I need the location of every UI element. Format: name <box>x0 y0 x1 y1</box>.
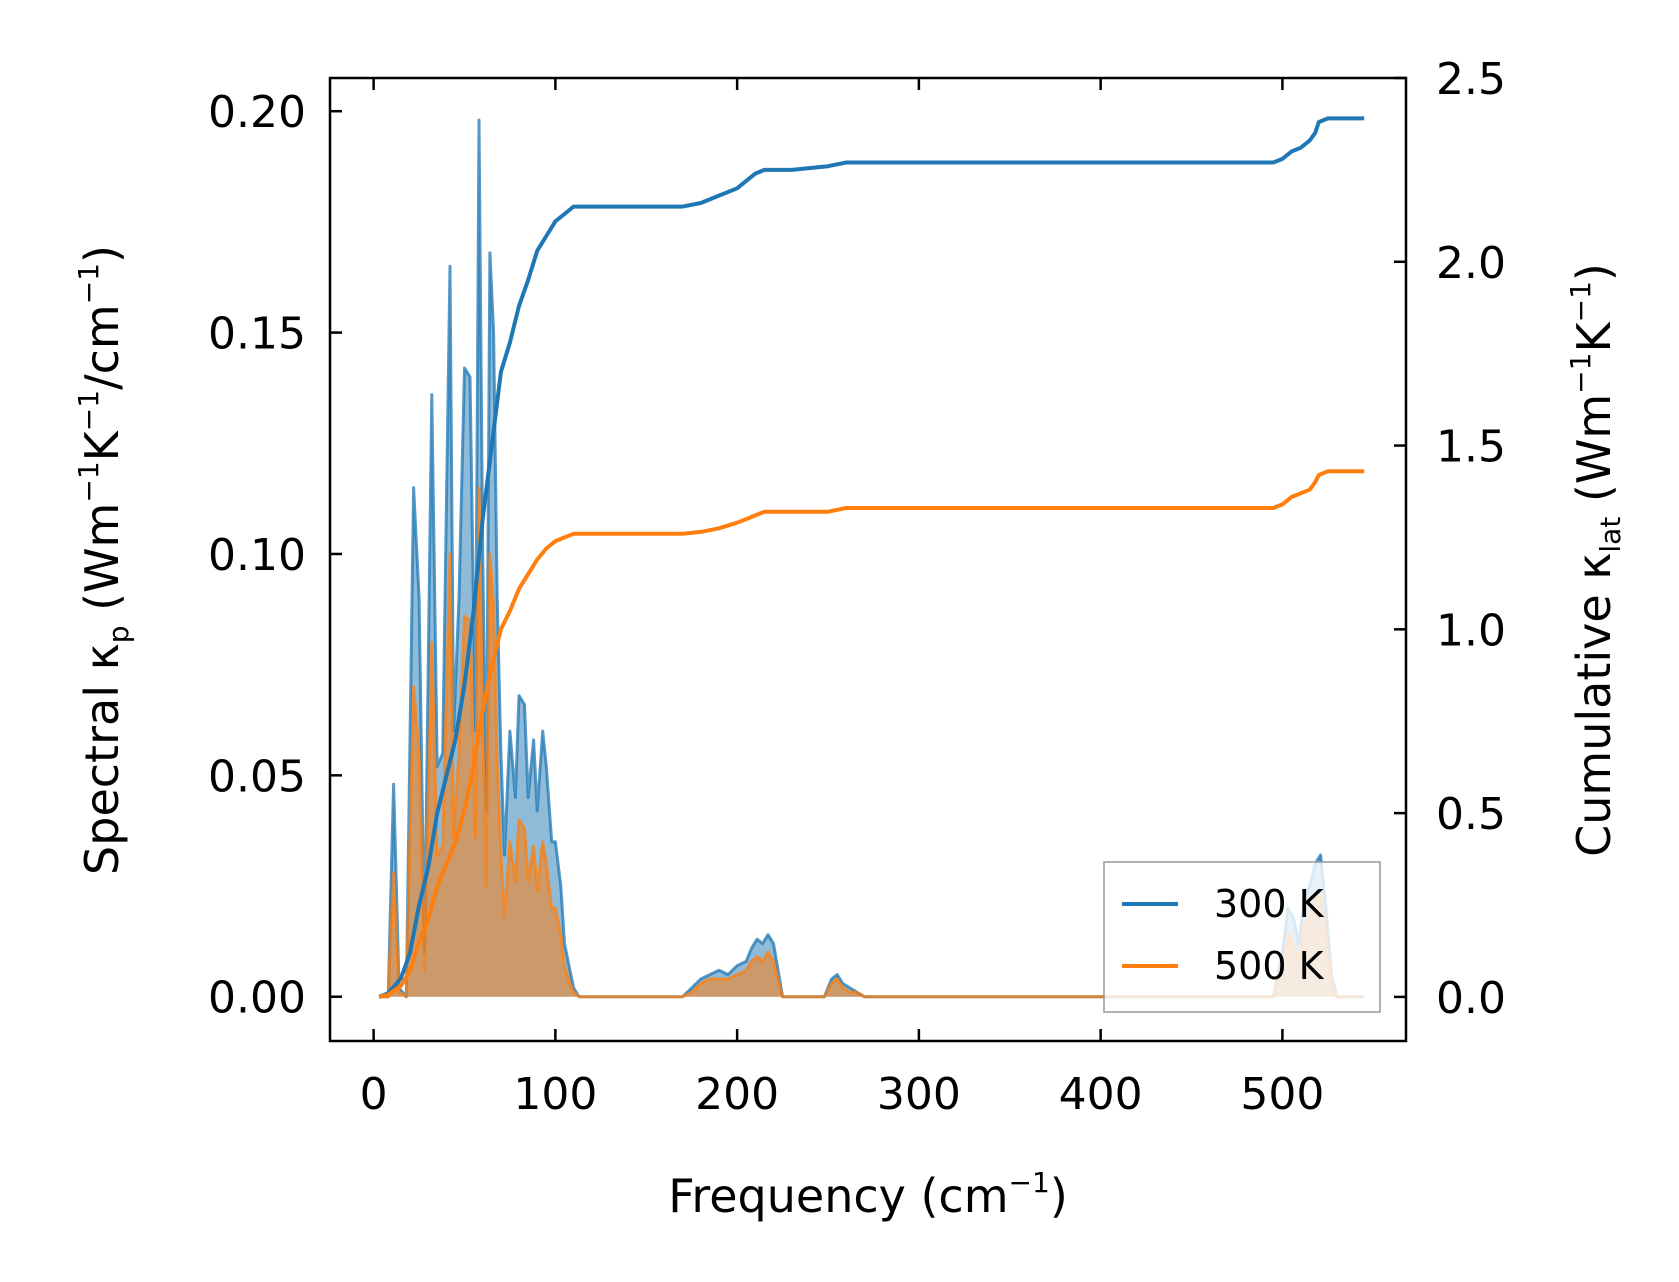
spectral-lines <box>379 118 1365 999</box>
legend-label-500k: 500 K <box>1214 944 1325 988</box>
plot-frame <box>328 76 1408 1043</box>
right-y-axis-label: Cumulative κlat (Wm−1K−1) <box>1564 263 1627 857</box>
left-y-tick-label: 0.10 <box>208 530 306 581</box>
right-y-tick-label: 1.0 <box>1436 605 1506 656</box>
x-tick-label: 200 <box>695 1069 779 1120</box>
left-y-tick-label: 0.00 <box>208 973 306 1024</box>
left-y-tick-label: 0.20 <box>208 87 306 138</box>
right-y-tick-label: 2.5 <box>1436 54 1506 105</box>
x-tick-label: 0 <box>360 1069 388 1120</box>
x-tick-label: 400 <box>1059 1069 1143 1120</box>
cumulative-line-300k <box>378 116 1365 999</box>
right-y-tick-label: 0.5 <box>1436 789 1506 840</box>
spectral-fill-500k <box>379 487 1365 997</box>
legend-box <box>1103 861 1381 1013</box>
x-tick-label: 300 <box>877 1069 961 1120</box>
left-y-tick-label: 0.15 <box>208 309 306 360</box>
right-y-axis-ticks: 0.0 0.5 1.0 1.5 2.0 2.5 <box>1394 54 1506 1024</box>
legend: 300 K 500 K <box>1103 861 1381 1013</box>
x-tick-label: 500 <box>1240 1069 1324 1120</box>
spectral-fill-areas <box>379 120 1365 997</box>
right-y-tick-label: 0.0 <box>1436 973 1506 1024</box>
x-axis-label: Frequency (cm−1) <box>668 1166 1068 1223</box>
x-tick-label: 100 <box>513 1069 597 1120</box>
cumulative-line-500k <box>378 469 1365 999</box>
cumulative-lines <box>378 116 1365 999</box>
left-y-axis-ticks: 0.00 0.05 0.10 0.15 0.20 <box>208 87 342 1024</box>
right-y-tick-label: 1.5 <box>1436 422 1506 473</box>
legend-label-300k: 300 K <box>1214 882 1325 926</box>
right-y-tick-label: 2.0 <box>1436 238 1506 289</box>
x-axis-ticks: 0 100 200 300 400 500 <box>360 78 1324 1120</box>
left-y-tick-label: 0.05 <box>208 751 306 802</box>
spectral-line-500k <box>379 486 1365 999</box>
left-y-axis-label: Spectral κp (Wm−1K−1/cm−1) <box>72 245 135 875</box>
